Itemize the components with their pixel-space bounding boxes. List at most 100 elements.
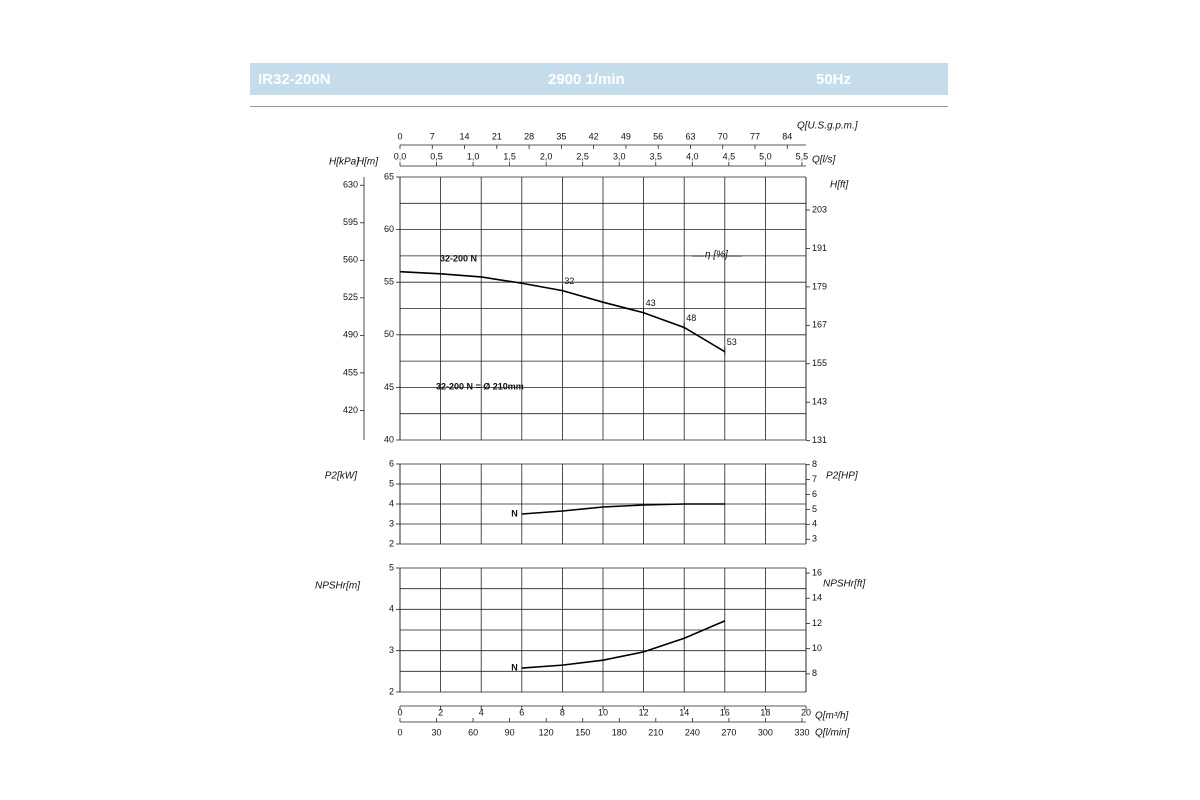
tick-label: 14 (812, 593, 822, 603)
tick-label: 35 (556, 131, 566, 141)
tick-label: 12 (812, 618, 822, 628)
tick-label: 120 (539, 727, 554, 737)
curve (521, 620, 726, 669)
tick-label: 49 (621, 131, 631, 141)
tick-label: 525 (343, 292, 358, 302)
model: IR32-200N (258, 71, 331, 88)
tick-label: 4 (479, 707, 484, 717)
tick-label: 4,0 (686, 151, 699, 161)
tick-label: 40 (384, 434, 394, 444)
tick-label: 3 (389, 645, 394, 655)
axis-label: Q[m³/h] (815, 711, 849, 722)
annotation: 32-200 N = Ø 210mm (436, 381, 524, 391)
tick-label: 270 (721, 727, 736, 737)
tick-label: 4 (389, 604, 394, 614)
tick-label: 0 (397, 131, 402, 141)
tick-label: 30 (432, 727, 442, 737)
tick-label: 0,5 (430, 151, 443, 161)
tick-label: 70 (718, 131, 728, 141)
tick-label: 4 (389, 498, 394, 508)
tick-label: 7 (430, 131, 435, 141)
tick-label: 2,0 (540, 151, 553, 161)
tick-label: 56 (653, 131, 663, 141)
tick-label: 4,5 (723, 151, 736, 161)
tick-label: 50 (384, 329, 394, 339)
tick-label: 203 (812, 204, 827, 214)
tick-label: 5,0 (759, 151, 772, 161)
tick-label: 240 (685, 727, 700, 737)
tick-label: 560 (343, 255, 358, 265)
tick-label: 180 (612, 727, 627, 737)
tick-label: 5 (812, 504, 817, 514)
tick-label: 8 (812, 668, 817, 678)
tick-label: 0 (397, 727, 402, 737)
axis-label: Q[l/min] (815, 728, 850, 739)
tick-label: 8 (812, 459, 817, 469)
tick-label: 6 (812, 489, 817, 499)
tick-label: 45 (384, 382, 394, 392)
tick-label: 10 (812, 643, 822, 653)
tick-label: 5 (389, 478, 394, 488)
tick-label: 4 (812, 519, 817, 529)
tick-label: 3,5 (650, 151, 663, 161)
tick-label: 14 (460, 131, 470, 141)
speed: 2900 1/min (548, 71, 625, 88)
tick-label: 2 (389, 686, 394, 696)
axis-label: Q[l/s] (812, 155, 836, 166)
tick-label: 210 (648, 727, 663, 737)
tick-label: 5,5 (796, 151, 809, 161)
axis-label: NPSHr[m] (315, 581, 360, 592)
eta-label: η [%] (705, 250, 728, 261)
header-bar: IR32-200N 2900 1/min 50Hz (250, 63, 948, 95)
tick-label: 1,0 (467, 151, 480, 161)
tick-label: 2 (389, 538, 394, 548)
tick-label: 330 (794, 727, 809, 737)
tick-label: 42 (589, 131, 599, 141)
tick-label: 455 (343, 367, 358, 377)
tick-label: 3,0 (613, 151, 626, 161)
tick-label: 10 (598, 707, 608, 717)
tick-label: 12 (639, 707, 649, 717)
tick-label: 191 (812, 243, 827, 253)
tick-label: 131 (812, 435, 827, 445)
tick-label: 63 (685, 131, 695, 141)
tick-label: 3 (389, 518, 394, 528)
tick-label: 20 (801, 707, 811, 717)
tick-label: 2 (438, 707, 443, 717)
tick-label: 16 (720, 707, 730, 717)
tick-label: 143 (812, 397, 827, 407)
tick-label: 150 (575, 727, 590, 737)
tick-label: 84 (782, 131, 792, 141)
tick-label: 14 (679, 707, 689, 717)
efficiency-label: 48 (686, 313, 696, 323)
tick-label: 167 (812, 320, 827, 330)
tick-label: 60 (384, 224, 394, 234)
tick-label: 7 (812, 474, 817, 484)
tick-label: 18 (760, 707, 770, 717)
tick-label: 155 (812, 358, 827, 368)
tick-label: 595 (343, 217, 358, 227)
tick-label: 6 (389, 458, 394, 468)
efficiency-label: 53 (727, 337, 737, 347)
axis-label: H[kPa] (329, 157, 359, 168)
tick-label: 65 (384, 171, 394, 181)
tick-label: 77 (750, 131, 760, 141)
tick-label: 21 (492, 131, 502, 141)
efficiency-label: 43 (646, 298, 656, 308)
tick-label: 8 (560, 707, 565, 717)
curve (521, 503, 725, 515)
axis-label: Q[U.S.g.p.m.] (797, 121, 858, 132)
frequency: 50Hz (816, 71, 852, 88)
series-label: 32-200 N (440, 253, 477, 263)
tick-label: 55 (384, 277, 394, 287)
tick-label: 300 (758, 727, 773, 737)
header-rule (250, 106, 948, 107)
tick-label: 3 (812, 534, 817, 544)
tick-label: 0 (397, 707, 402, 717)
axis-label: P2[kW] (325, 471, 357, 482)
series-label: N (511, 508, 518, 518)
tick-label: 1,5 (503, 151, 516, 161)
tick-label: 6 (519, 707, 524, 717)
